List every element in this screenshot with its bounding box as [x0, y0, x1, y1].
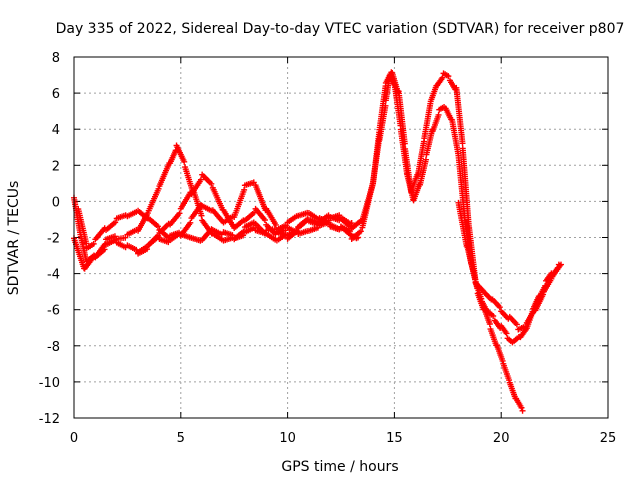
- data-point-marker: [435, 111, 442, 118]
- data-point-marker: [518, 404, 525, 411]
- data-point-marker: [293, 227, 300, 234]
- y-tick-label: -12: [39, 412, 60, 427]
- data-point-marker: [90, 240, 97, 247]
- data-point-marker: [357, 228, 364, 235]
- x-tick-label: 20: [493, 431, 510, 446]
- y-axis-label: SDTVAR / TECUs: [6, 181, 22, 296]
- data-point-marker: [522, 323, 529, 330]
- series-2: [71, 171, 355, 272]
- data-point-marker: [187, 219, 194, 226]
- data-point-marker: [540, 291, 547, 298]
- data-point-marker: [272, 221, 279, 228]
- axis-ticks: 0 5 10 15 20 25 -12 -10 -8 -6 -4 -2 0 2 4 6 8: [39, 51, 617, 446]
- y-tick-label: 4: [52, 123, 60, 138]
- data-point-marker: [241, 186, 248, 193]
- data-point-marker: [112, 219, 119, 226]
- y-tick-label: -8: [47, 340, 60, 355]
- data-point-marker: [176, 210, 183, 217]
- data-point-marker: [197, 176, 204, 183]
- data-point-marker: [556, 262, 563, 269]
- data-points: [71, 69, 565, 414]
- data-point-marker: [422, 156, 429, 163]
- chart-title: Day 335 of 2022, Sidereal Day-to-day VTE…: [56, 21, 625, 37]
- data-point-marker: [143, 246, 150, 253]
- data-point-marker: [401, 140, 408, 147]
- y-tick-label: 0: [52, 195, 60, 210]
- data-point-marker: [496, 304, 503, 311]
- data-point-marker: [478, 295, 485, 302]
- x-tick-label: 0: [70, 431, 78, 446]
- data-point-marker: [240, 228, 247, 235]
- data-point-marker: [490, 313, 497, 320]
- data-point-marker: [445, 73, 452, 80]
- y-tick-label: -2: [47, 232, 60, 247]
- data-point-marker: [154, 223, 161, 230]
- data-point-marker: [348, 220, 355, 227]
- data-point-marker: [486, 320, 493, 327]
- data-point-marker: [558, 261, 565, 268]
- x-tick-label: 5: [177, 431, 185, 446]
- data-point-marker: [325, 219, 332, 226]
- series-6: [455, 199, 565, 333]
- data-point-marker: [459, 140, 466, 147]
- data-point-marker: [122, 234, 129, 241]
- y-tick-label: 2: [52, 159, 60, 174]
- data-point-marker: [208, 180, 215, 187]
- data-point-marker: [519, 407, 526, 414]
- data-point-marker: [155, 185, 162, 192]
- y-tick-label: -10: [39, 376, 60, 391]
- plot-frame: [73, 56, 609, 419]
- x-tick-label: 15: [386, 431, 403, 446]
- data-point-marker: [513, 321, 520, 328]
- x-tick-label: 10: [279, 431, 296, 446]
- data-point-marker: [499, 357, 506, 364]
- data-point-marker: [229, 232, 236, 239]
- y-tick-label: -4: [47, 268, 60, 283]
- data-point-marker: [101, 246, 108, 253]
- x-tick-label: 25: [600, 431, 617, 446]
- y-tick-label: 8: [52, 51, 60, 66]
- x-axis-label: GPS time / hours: [281, 459, 398, 475]
- data-point-marker: [261, 216, 268, 223]
- data-point-marker: [439, 74, 446, 81]
- data-point-marker: [503, 330, 510, 337]
- y-tick-label: -6: [47, 304, 60, 319]
- y-tick-label: 6: [52, 87, 60, 102]
- data-point-marker: [181, 158, 188, 165]
- data-point-marker: [347, 231, 354, 238]
